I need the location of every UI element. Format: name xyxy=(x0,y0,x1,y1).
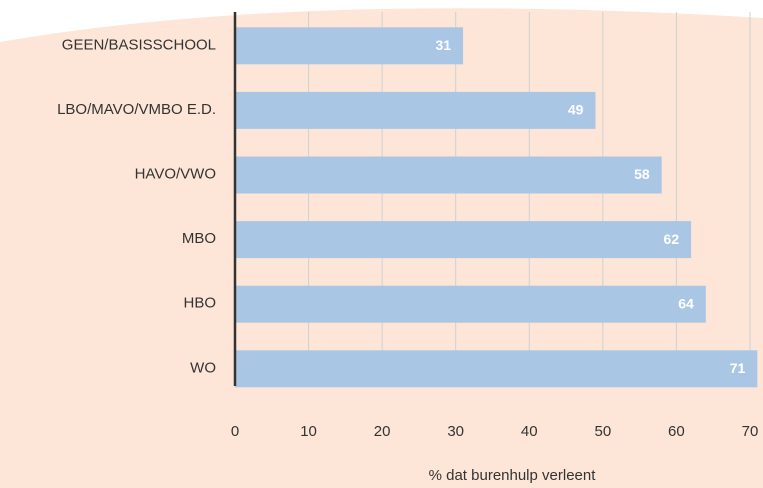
y-tick-label: LBO/MAVO/VMBO E.D. xyxy=(57,101,216,118)
x-tick-label: 40 xyxy=(521,423,538,440)
value-label: 49 xyxy=(568,102,584,118)
y-tick-label: MBO xyxy=(182,230,216,247)
bar xyxy=(235,285,706,323)
x-tick-label: 50 xyxy=(594,423,611,440)
value-label: 64 xyxy=(678,295,694,311)
x-tick-label: 0 xyxy=(231,423,239,440)
value-label: 31 xyxy=(435,37,451,53)
x-tick-label: 70 xyxy=(742,423,759,440)
y-tick-label: WO xyxy=(190,359,216,376)
value-label: 58 xyxy=(634,166,650,182)
x-tick-label: 60 xyxy=(668,423,685,440)
y-tick-label: HAVO/VWO xyxy=(135,165,216,182)
y-tick-label: HBO xyxy=(183,295,216,312)
value-label: 62 xyxy=(664,231,680,247)
bar xyxy=(235,156,662,194)
x-axis-label: % dat burenhulp verleent xyxy=(429,467,597,484)
bar xyxy=(235,27,464,65)
value-label: 71 xyxy=(730,360,746,376)
x-tick-label: 20 xyxy=(374,423,391,440)
y-tick-label: GEEN/BASISSCHOOL xyxy=(62,36,216,53)
bar xyxy=(235,350,758,388)
x-tick-label: 10 xyxy=(300,423,317,440)
bar xyxy=(235,221,692,259)
x-tick-label: 30 xyxy=(447,423,464,440)
bar xyxy=(235,91,596,129)
